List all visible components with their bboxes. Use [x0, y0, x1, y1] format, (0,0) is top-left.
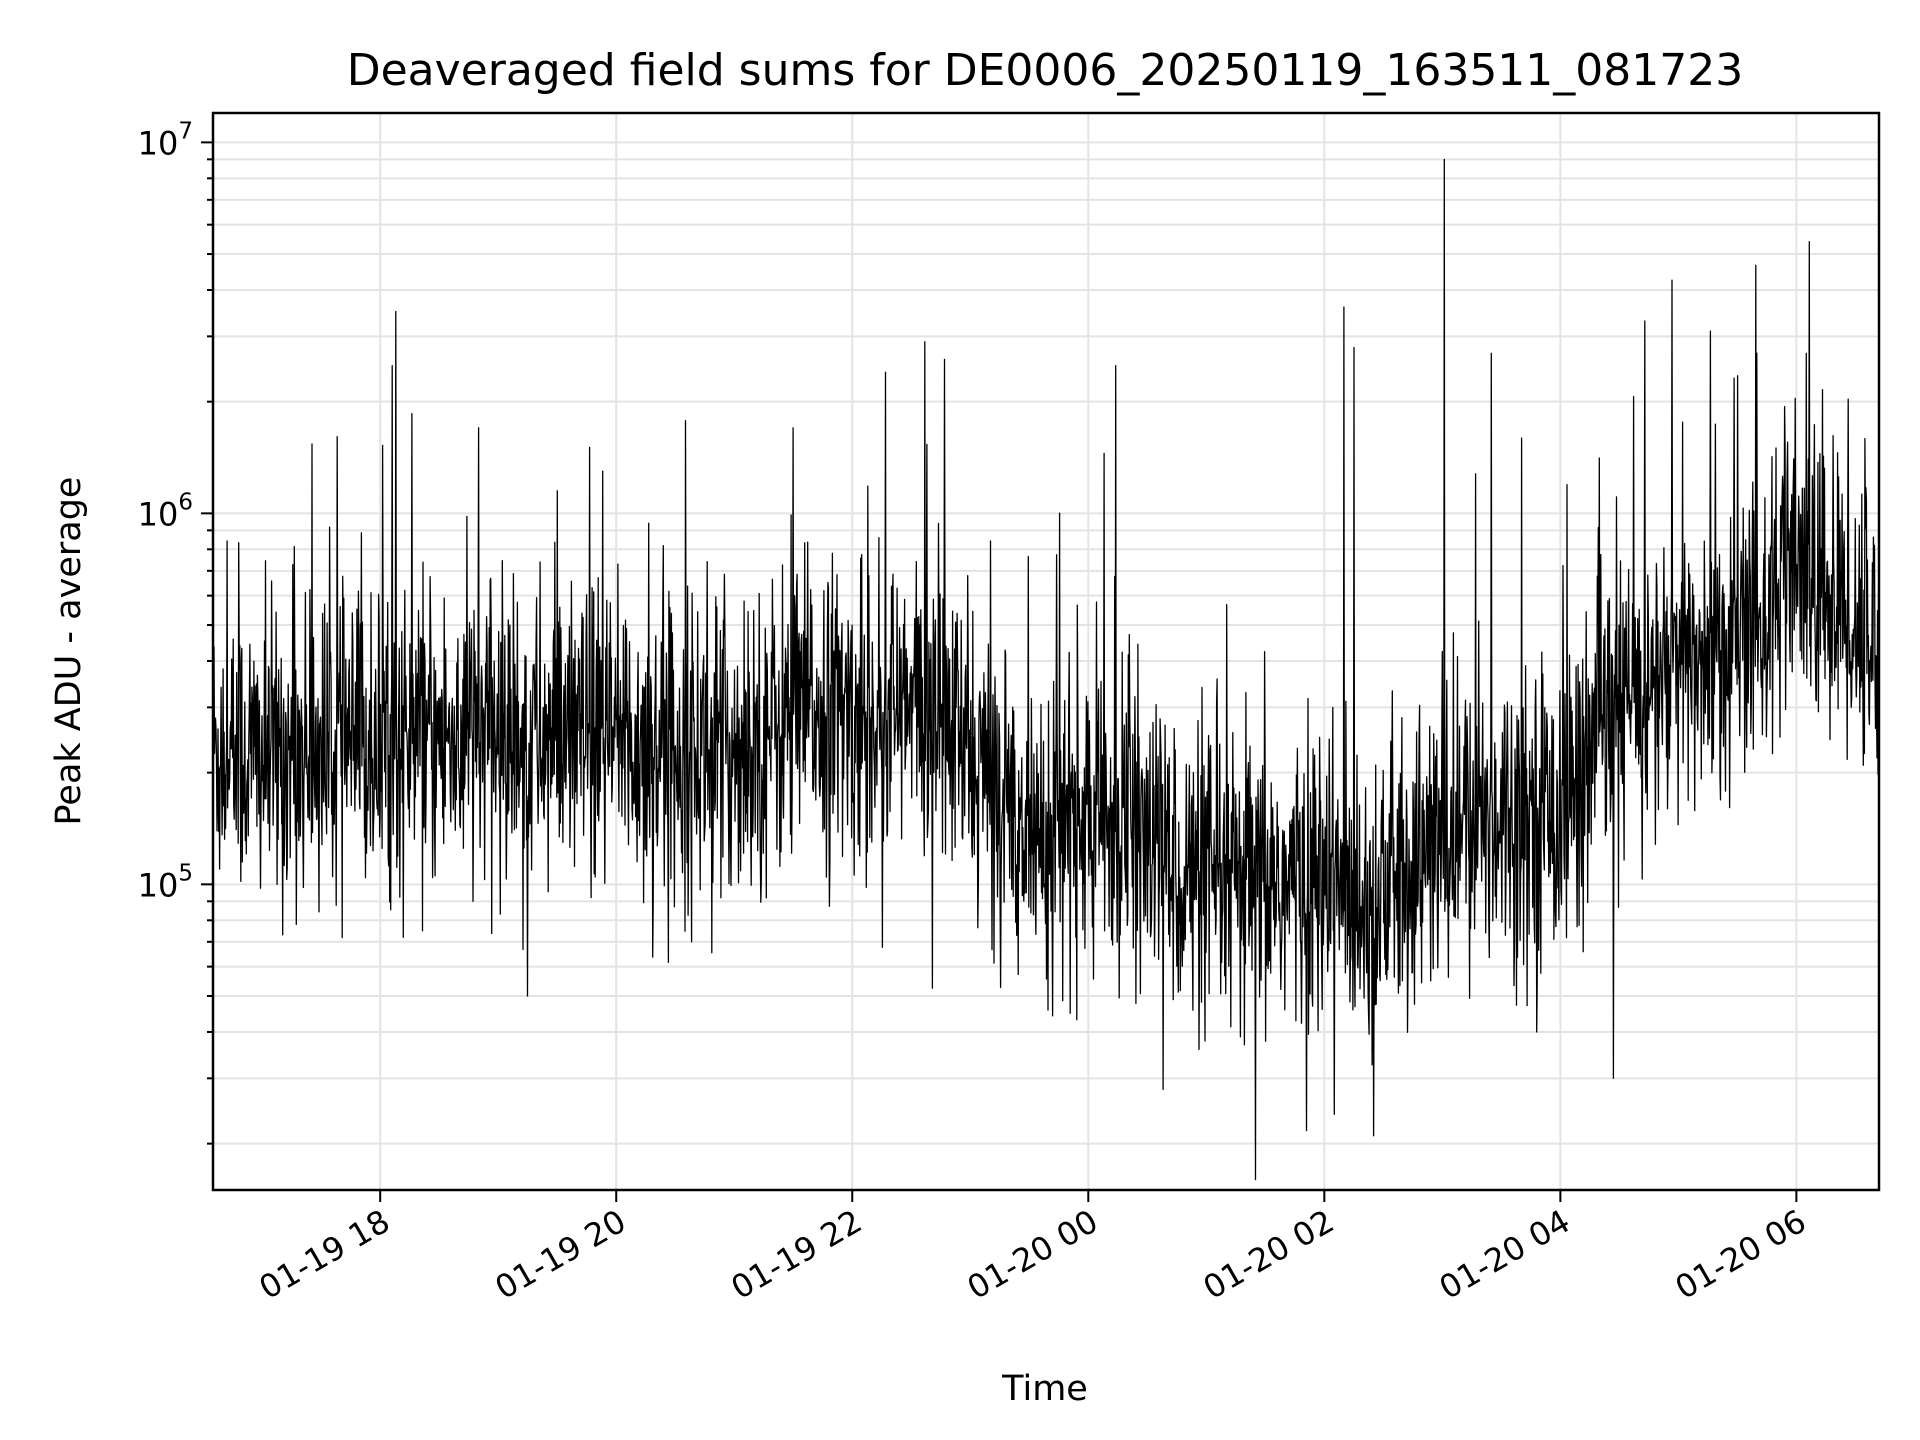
- x-axis-label: Time: [1001, 1369, 1088, 1409]
- x-axis: 01-19 18 01-19 20 01-19 22 01-20 00 01-20 02…: [253, 1190, 1813, 1307]
- plot-frame: [211, 111, 1881, 1192]
- y-tick-label: 105: [138, 860, 193, 904]
- y-axis-label: Peak ADU - average: [49, 477, 89, 826]
- y-tick-label: 106: [138, 489, 193, 533]
- y-tick-label: 107: [138, 118, 193, 162]
- series-line: [212, 158, 1880, 1181]
- y-axis: 105 106 107: [138, 118, 213, 1145]
- x-tick-label: 01-20 04: [1433, 1202, 1577, 1307]
- x-tick-label: 01-19 18: [253, 1202, 397, 1307]
- x-tick-label: 01-20 00: [961, 1202, 1105, 1307]
- series-layer: [212, 158, 1880, 1181]
- x-tick-label: 01-19 22: [725, 1202, 869, 1307]
- chart-title: Deaveraged field sums for DE0006_2025011…: [347, 45, 1744, 96]
- x-tick-label: 01-19 20: [489, 1202, 633, 1307]
- x-tick-label: 01-20 02: [1197, 1202, 1341, 1307]
- x-tick-label: 01-20 06: [1669, 1202, 1813, 1307]
